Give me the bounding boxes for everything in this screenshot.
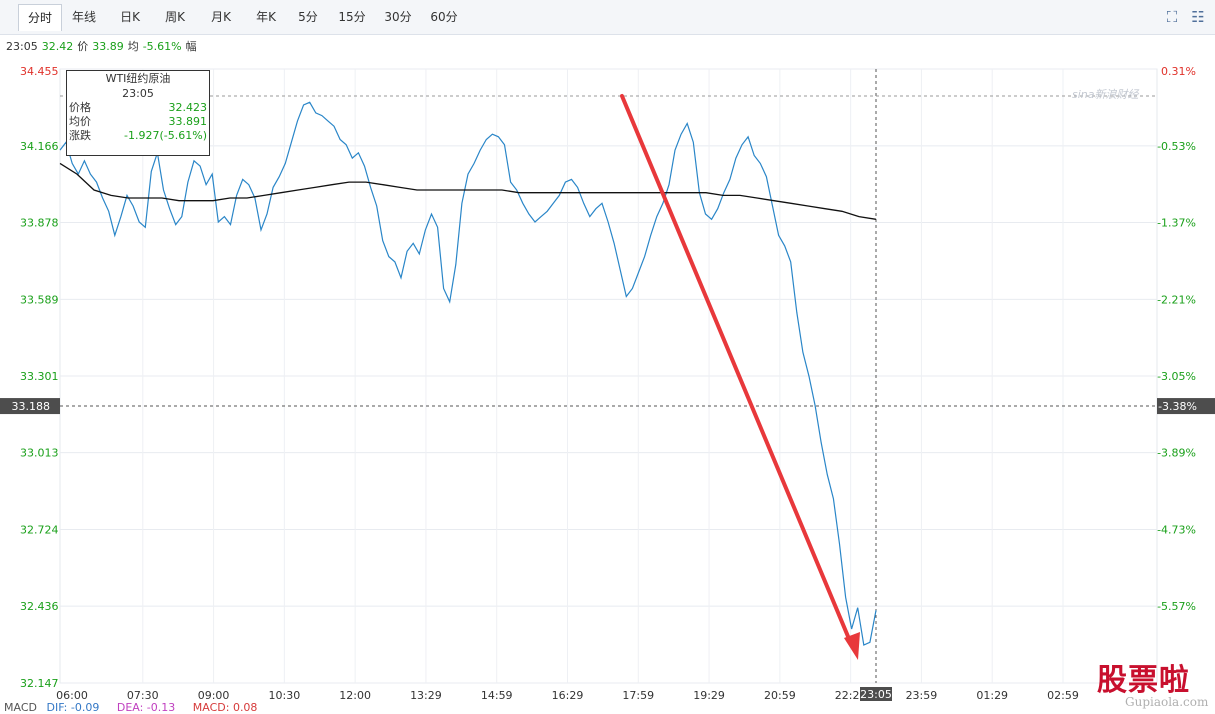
- x-tick-label: 09:00: [198, 689, 230, 702]
- pct-tick-label: -3.89%: [1157, 447, 1196, 460]
- x-tick-label: 06:00: [56, 689, 88, 702]
- pct-tick-label: 0.31%: [1161, 65, 1196, 78]
- pct-tick-label: -5.57%: [1157, 600, 1196, 613]
- settings-icon[interactable]: ☷: [1191, 8, 1205, 26]
- y-tick-label: 32.436: [20, 600, 59, 613]
- cursor-price-label: 33.188: [12, 400, 51, 413]
- tab-8[interactable]: 30分: [384, 10, 412, 24]
- info-avg-label: 均: [127, 40, 139, 53]
- x-tick-label: 22:29: [835, 689, 867, 702]
- pct-tick-label: -2.21%: [1157, 293, 1196, 306]
- x-tick-label: 07:30: [127, 689, 159, 702]
- y-tick-label: 32.724: [20, 524, 59, 537]
- fit-icon[interactable]: ⛶: [1166, 8, 1178, 26]
- tab-7[interactable]: 15分: [338, 10, 366, 24]
- tooltip-label: 均价: [69, 115, 91, 128]
- x-tick-label: 20:59: [764, 689, 796, 702]
- x-tick-label: 23:59: [906, 689, 938, 702]
- tooltip-value: 33.891: [168, 115, 208, 128]
- info-price: 32.42: [41, 40, 74, 53]
- x-tick-label: 01:29: [976, 689, 1008, 702]
- y-tick-label: 34.455: [20, 65, 59, 78]
- y-tick-label: 33.589: [20, 293, 59, 306]
- tooltip-row-change: 涨跌 -1.927(-5.61%): [67, 129, 209, 143]
- x-tick-label: 02:59: [1047, 689, 1079, 702]
- tab-0[interactable]: 分时: [18, 4, 62, 31]
- tooltip-label: 价格: [69, 101, 91, 114]
- info-time: 23:05: [6, 40, 38, 53]
- y-tick-label: 32.147: [20, 677, 59, 690]
- x-tick-label: 14:59: [481, 689, 513, 702]
- tooltip-value: -1.927(-5.61%): [124, 129, 207, 142]
- tab-2[interactable]: 日K: [120, 10, 140, 24]
- tab-6[interactable]: 5分: [298, 10, 318, 24]
- y-tick-label: 33.878: [20, 217, 59, 230]
- y-tick-label: 33.301: [20, 370, 59, 383]
- trend-arrow-head: [844, 632, 860, 660]
- cursor-price-badge: [0, 398, 60, 415]
- x-tick-label: 10:30: [269, 689, 301, 702]
- tooltip-label: 涨跌: [69, 129, 91, 142]
- y-tick-label: 33.013: [20, 447, 59, 460]
- tab-3[interactable]: 周K: [165, 10, 185, 24]
- tab-4[interactable]: 月K: [211, 10, 231, 24]
- x-tick-label: 17:59: [622, 689, 654, 702]
- macd-label: MACD: [4, 701, 37, 714]
- tab-1[interactable]: 年线: [71, 10, 96, 24]
- hover-tooltip: WTI纽约原油 23:05 价格 32.423 均价 33.891 涨跌 -1.927…: [66, 70, 210, 156]
- price-info-bar: 23:05 32.42 价 33.89 均 -5.61% 幅: [6, 39, 201, 55]
- tooltip-value: 32.423: [168, 101, 208, 114]
- macd-value: MACD: 0.08: [192, 701, 258, 714]
- avg-series-line: [59, 162, 877, 220]
- pct-tick-label: -0.53%: [1157, 140, 1196, 153]
- watermark-url: Gupiaola.com: [1125, 695, 1209, 709]
- period-tabbar: 分时 年线 日K 周K 月K 年K 5分 15分 30分 60分 ⛶ ☷: [0, 0, 1215, 35]
- x-tick-label: 13:29: [410, 689, 442, 702]
- tab-5[interactable]: 年K: [256, 10, 276, 24]
- cursor-pct-label: -3.38%: [1158, 400, 1197, 413]
- pct-tick-label: -3.05%: [1157, 370, 1196, 383]
- pct-tick-label: -4.73%: [1157, 524, 1196, 537]
- trend-arrow-shaft: [620, 94, 854, 648]
- watermark-logo: 股票啦: [1097, 663, 1190, 698]
- x-tick-label: 19:29: [693, 689, 725, 702]
- tooltip-title: WTI纽约原油: [105, 72, 171, 85]
- info-price-label: 价: [77, 40, 89, 53]
- tab-9[interactable]: 60分: [430, 10, 458, 24]
- y-tick-label: 34.166: [20, 140, 59, 153]
- tooltip-row-avg: 均价 33.891: [67, 115, 209, 129]
- x-tick-label: 12:00: [339, 689, 371, 702]
- info-range: -5.61%: [142, 40, 182, 53]
- macd-legend: MACD DIF: -0.09 DEA: -0.13 MACD: 0.08: [4, 701, 257, 714]
- sina-watermark: sina新浪财经: [1072, 88, 1139, 101]
- pct-tick-label: -1.37%: [1157, 217, 1196, 230]
- gupiaola-watermark: 股票啦 Gupiaola.com: [1097, 655, 1212, 711]
- price-series-line: [59, 101, 877, 646]
- info-range-label: 幅: [185, 40, 197, 53]
- x-tick-label: 16:29: [552, 689, 584, 702]
- tooltip-row-price: 价格 32.423: [67, 101, 209, 115]
- macd-dea: DEA: -0.13: [116, 701, 176, 714]
- cursor-time-label: 23:05: [860, 688, 892, 701]
- info-avg: 33.89: [92, 40, 124, 53]
- cursor-pct-badge: [1157, 398, 1215, 415]
- macd-dif: DIF: -0.09: [46, 701, 100, 714]
- cursor-time-badge: [860, 687, 892, 701]
- tooltip-time: 23:05: [122, 87, 154, 100]
